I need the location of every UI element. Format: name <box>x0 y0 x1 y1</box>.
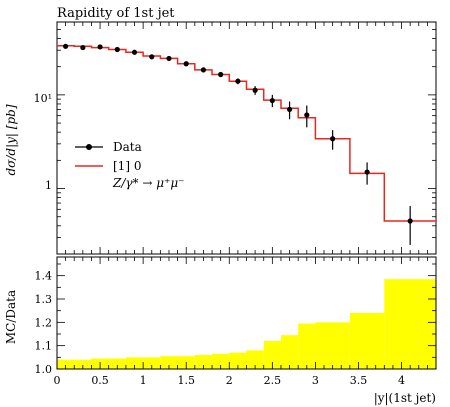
labels: Rapidity of 1st jet dσ/d|y| [pb] MC/Data… <box>4 6 436 405</box>
data-point <box>235 78 241 84</box>
legend: Data [1] 0 Z/γ* → μ⁺μ⁻ <box>75 140 185 190</box>
x-tick-label: 2.5 <box>264 374 282 387</box>
data-point <box>131 49 138 55</box>
data-point <box>149 54 155 60</box>
ratio-y-tick-label: 1.3 <box>35 293 53 306</box>
x-axis-label: |y|(1st jet) <box>374 391 436 405</box>
data-point <box>269 97 275 104</box>
ratio-bar <box>280 335 299 369</box>
ratio-y-tick-label: 1.4 <box>35 270 53 283</box>
ratio-y-tick-label: 1.2 <box>35 316 53 329</box>
data-point <box>218 71 224 78</box>
data-point <box>183 61 189 67</box>
x-tick-label: 4 <box>398 374 405 387</box>
x-tick-label: 3.5 <box>350 374 368 387</box>
mc-step-line <box>57 44 436 222</box>
data-point <box>80 44 86 51</box>
legend-label-data: Data <box>113 140 142 154</box>
y-tick-label: 10¹ <box>34 92 52 105</box>
data-point <box>330 136 336 142</box>
ratio-bar <box>194 355 213 369</box>
ratio-bar <box>263 341 281 369</box>
ratio-y-axis-label: MC/Data <box>4 290 18 344</box>
data-point <box>97 44 103 50</box>
ratio-bar <box>74 359 92 369</box>
ratio-panel: 0 0.5 1 1.5 2 2.5 3 3.5 4 1.0 1.1 1.2 1.3 1.4 <box>35 256 437 387</box>
ratio-bar <box>315 322 350 369</box>
ratio-y-tick-label: 1.0 <box>35 363 53 376</box>
x-tick-label: 0.5 <box>91 374 109 387</box>
ratio-bar <box>160 356 178 369</box>
ratio-bar <box>143 357 161 369</box>
data-point <box>407 218 413 224</box>
main-plot-frame <box>56 21 437 255</box>
main-panel <box>56 21 437 255</box>
x-tick-label: 1.5 <box>177 374 195 387</box>
chart-title: Rapidity of 1st jet <box>57 6 175 21</box>
y-axis-label: dσ/d|y| [pb] <box>4 104 18 175</box>
ratio-bar <box>108 358 126 369</box>
ratio-bar <box>384 279 436 369</box>
x-tick-label: 0 <box>54 374 61 387</box>
data-point <box>166 55 172 62</box>
ratio-bar <box>246 350 264 369</box>
x-tick-label: 1 <box>140 374 147 387</box>
y-tick-label: 1 <box>45 179 52 192</box>
legend-label-mc: [1] 0 <box>113 159 141 173</box>
data-point <box>304 112 310 118</box>
ratio-bar <box>298 323 316 369</box>
legend-label-process: Z/γ* → μ⁺μ⁻ <box>112 176 185 190</box>
ratio-bar <box>57 359 75 369</box>
ratio-bar <box>229 352 247 369</box>
data-point <box>63 43 69 49</box>
data-point <box>114 46 120 53</box>
ratio-bar <box>125 357 144 369</box>
data-point <box>252 87 258 93</box>
x-tick-label: 3 <box>312 374 319 387</box>
ratio-y-tick-label: 1.1 <box>35 340 53 353</box>
data-point <box>200 67 207 73</box>
ratio-bar <box>349 313 385 369</box>
data-point <box>364 169 370 175</box>
ratio-bar <box>212 353 230 369</box>
x-tick-label: 2 <box>226 374 233 387</box>
data-point <box>286 106 293 112</box>
legend-marker-data <box>86 144 92 150</box>
